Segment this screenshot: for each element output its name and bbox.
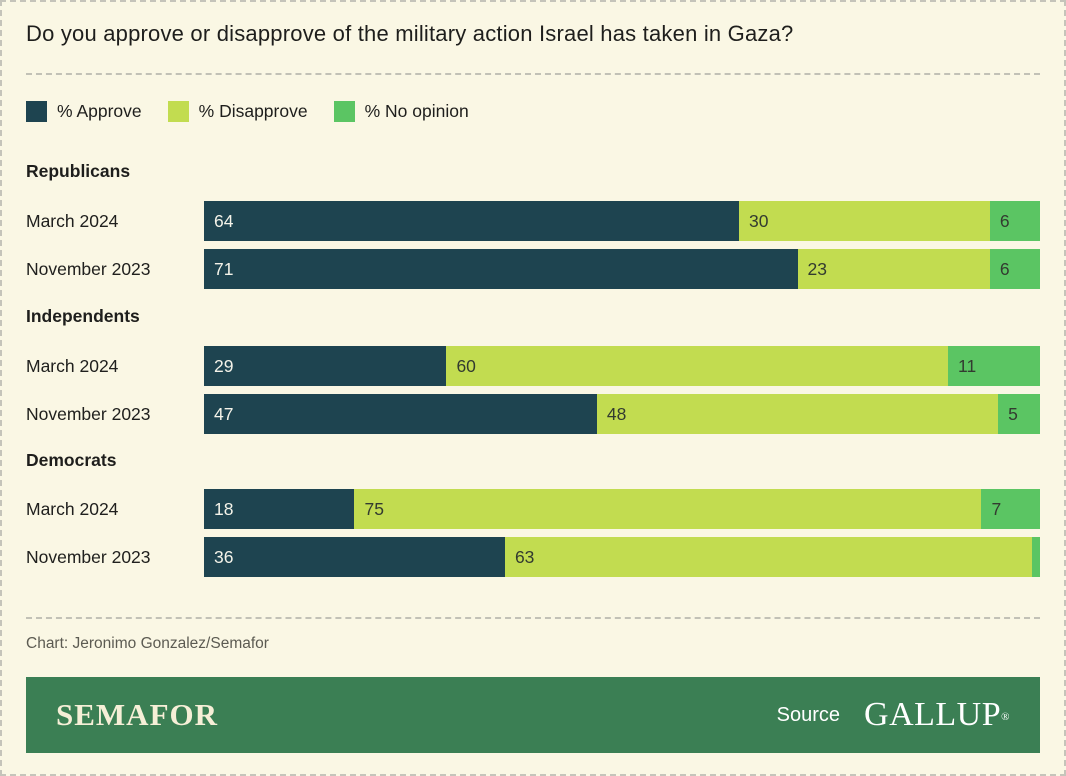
bar-segment-no-opinion: 5 [998,394,1040,434]
source-label: Source [776,703,841,726]
segment-value: 60 [456,356,476,376]
bar-segment-approve: 47 [204,394,597,434]
semafor-logo: SEMAFOR [56,697,218,732]
top-divider [26,73,1040,75]
bottom-divider [26,617,1040,619]
no-opinion-swatch-icon [333,101,355,122]
stacked-bar: 71 23 6 [204,249,1040,289]
gallup-wordmark: GALLUP [864,696,1002,733]
gallup-logo: GALLUP® [864,698,1010,732]
bar-segment-approve: 71 [204,249,798,289]
segment-value: 18 [214,499,234,519]
segment-value: 6 [999,211,1010,231]
bar-row: November 2023 71 23 6 [26,249,1040,289]
bar-segment-disapprove: 60 [446,346,949,386]
disapprove-swatch-icon [167,101,189,122]
segment-value: 36 [214,547,234,567]
bar-segment-no-opinion: 11 [948,346,1040,386]
stacked-bar: 47 48 5 [204,394,1040,434]
bar-segment-disapprove: 48 [596,394,999,434]
bar-segment-approve: 29 [204,346,447,386]
source-attribution: Source GALLUP® [777,698,1010,732]
segment-value: 29 [214,356,234,376]
segment-value: 6 [999,259,1010,279]
stacked-bar: 18 75 7 [204,489,1040,529]
row-label: March 2024 [26,211,119,231]
segment-value: 75 [364,499,384,519]
bar-segment-disapprove: 63 [504,537,1032,577]
legend-label: % Approve [57,101,142,121]
row-label: March 2024 [26,499,119,519]
bar-row: November 2023 36 63 [26,537,1040,577]
bar-segment-approve: 64 [204,201,740,241]
segment-value: 63 [514,547,535,567]
bar-segment-approve: 36 [204,537,505,577]
legend-item-disapprove: % Disapprove [167,101,308,122]
registered-trademark-icon: ® [1001,711,1010,723]
bar-segment-approve: 18 [204,489,355,529]
bar-segment-no-opinion: 6 [989,249,1040,289]
bar-row: November 2023 47 48 5 [26,394,1040,434]
legend-item-noopinion: % No opinion [333,101,469,122]
group-label-democrats: Democrats [26,450,117,470]
bar-segment-no-opinion: 6 [989,201,1040,241]
bar-segment-disapprove: 23 [797,249,990,289]
bar-row: March 2024 18 75 7 [26,489,1040,529]
legend-label: % Disapprove [198,101,308,121]
bar-row: March 2024 64 30 6 [26,201,1040,241]
bar-segment-no-opinion [1031,537,1040,577]
segment-value: 64 [214,211,234,231]
segment-value: 5 [1008,404,1018,424]
chart-body: Republicans March 2024 64 30 6 November … [26,161,1040,577]
group-label-republicans: Republicans [26,161,131,181]
stacked-bar: 36 63 [204,537,1040,577]
group-label-independents: Independents [26,306,140,326]
row-label: March 2024 [26,356,119,376]
bar-segment-no-opinion: 7 [981,489,1040,529]
row-label: November 2023 [26,404,151,424]
bar-row: March 2024 29 60 11 [26,346,1040,386]
stacked-bar: 64 30 6 [204,201,1040,241]
approve-swatch-icon [26,101,47,122]
stacked-bar: 29 60 11 [204,346,1040,386]
legend-label: % No opinion [364,101,469,121]
row-label: November 2023 [26,259,151,279]
segment-value: 48 [606,404,627,424]
segment-value: 23 [807,259,828,279]
bar-segment-disapprove: 30 [739,201,990,241]
row-label: November 2023 [26,547,151,567]
segment-value: 30 [749,211,769,231]
chart-credit: Chart: Jeronimo Gonzalez/Semafor [26,635,269,652]
legend: % Approve % Disapprove % No opinion [26,101,1040,122]
legend-item-approve: % Approve [26,101,142,122]
chart-title: Do you approve or disapprove of the mili… [26,21,794,46]
segment-value: 11 [958,356,977,376]
segment-value: 7 [991,499,1002,519]
segment-value: 47 [214,404,234,424]
footer-brand-bar: SEMAFOR Source GALLUP® [26,677,1040,753]
bar-segment-disapprove: 75 [354,489,982,529]
segment-value: 71 [214,259,234,279]
